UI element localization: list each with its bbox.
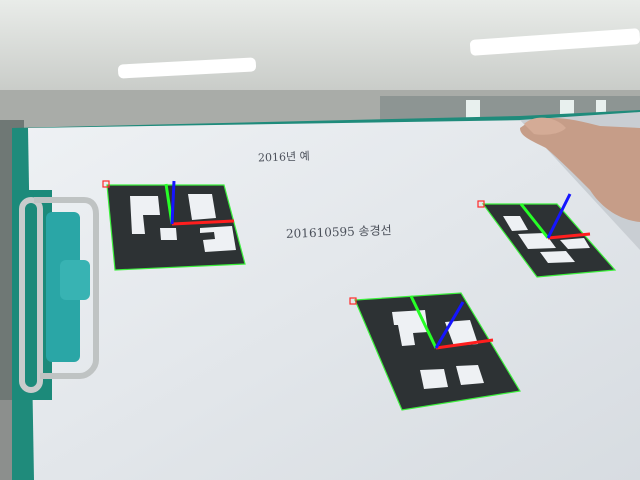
finger (524, 117, 566, 135)
axis-x (547, 232, 591, 240)
clip-base (12, 190, 52, 400)
handwriting-middle: 201610595 송경선 (286, 223, 392, 241)
axis-z (170, 180, 176, 225)
aruco-marker-right (477, 193, 617, 278)
axis-z (546, 193, 572, 239)
axis-y (519, 203, 550, 239)
axis-z (434, 301, 465, 349)
axis-y (409, 295, 438, 349)
marker-white-cell (392, 310, 428, 346)
marker-outline (354, 292, 521, 411)
marker-white-cell (503, 216, 528, 231)
marker-white-cell (560, 238, 590, 249)
marker-corner (102, 180, 110, 188)
marker-white-cell (200, 226, 236, 252)
clip-wire (19, 197, 43, 393)
marker-outline (481, 203, 617, 278)
clip-lever (34, 197, 99, 379)
marker-white-cell (160, 228, 177, 240)
marker-white-cell (188, 194, 216, 220)
marker-corner (477, 200, 485, 208)
marker-white-cell (420, 369, 448, 389)
marker-corner (349, 297, 357, 305)
aruco-marker-left (102, 180, 246, 271)
marker-white-cell (456, 365, 484, 385)
ceiling-light-right (469, 28, 640, 56)
handwriting-top: 2016년 예 (258, 150, 310, 165)
ceiling-light-left (117, 57, 257, 79)
marker-white-cell (445, 320, 478, 346)
axis-x (435, 338, 494, 350)
hand (520, 117, 640, 222)
marker-white-cell (540, 251, 575, 263)
marker-white-cell (130, 196, 160, 234)
marker-outline (106, 184, 246, 271)
aruco-marker-bottom (349, 292, 521, 411)
axis-x (171, 219, 235, 226)
paper-sheet (28, 120, 640, 480)
clip-tab (60, 260, 90, 300)
